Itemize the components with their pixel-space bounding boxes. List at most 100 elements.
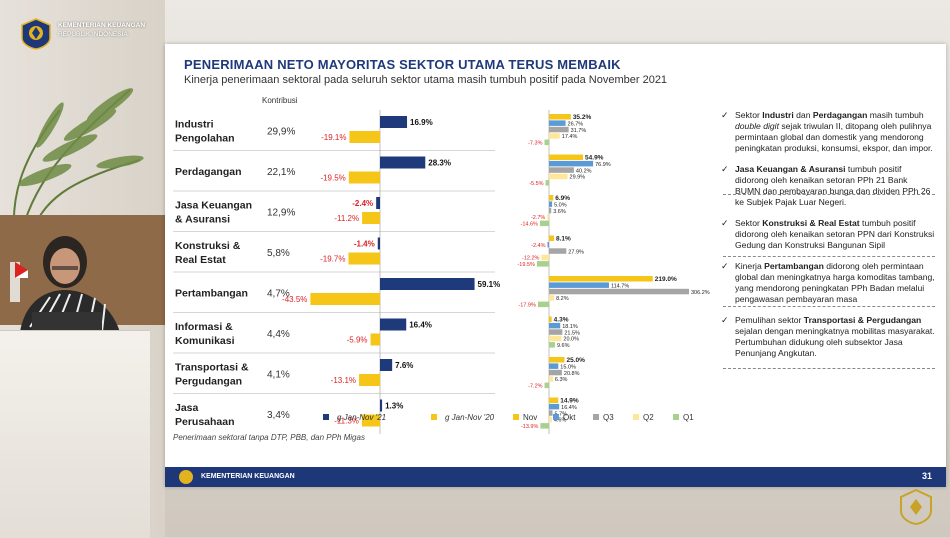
sector-label: Perusahaan — [175, 416, 235, 428]
bar-q2 — [549, 416, 552, 423]
bar-value-label: 8.1% — [556, 236, 571, 243]
bar-jan-nov-20 — [348, 252, 380, 265]
legend-swatch — [323, 414, 329, 420]
bar-value-label: 28.3% — [428, 159, 451, 168]
bar-q2 — [549, 133, 560, 139]
bar-jan-nov-21 — [380, 318, 407, 331]
bar-q2 — [549, 335, 562, 342]
bar-q3 — [549, 126, 569, 133]
bar-value-label: -7.2% — [528, 384, 542, 390]
bar-value-label: -11.3% — [334, 417, 359, 426]
legend-swatch — [633, 414, 639, 420]
bar-value-label: -19.7% — [320, 255, 345, 264]
bar-okt — [549, 363, 559, 369]
bullet-divider — [723, 368, 935, 369]
bar-nov — [549, 316, 552, 322]
bar-value-label: 6.9% — [555, 195, 570, 202]
bar-nov — [549, 195, 554, 201]
bullet-divider — [723, 194, 935, 195]
bar-nov — [549, 357, 565, 363]
bar-q1 — [540, 423, 549, 429]
bar-value-label: 9.6% — [557, 343, 570, 349]
kemenkeu-logo-icon — [21, 18, 51, 50]
bar-q3 — [549, 207, 552, 214]
bar-value-label: -2.4% — [352, 199, 373, 208]
insight-bullet: ✓ Sektor Industri dan Perdagangan masih t… — [721, 110, 933, 153]
bar-value-label: -5.5% — [529, 181, 543, 187]
check-icon: ✓ — [721, 110, 729, 120]
bullet-divider — [723, 256, 935, 257]
legend-swatch — [673, 414, 679, 420]
bar-value-label: 21.5% — [564, 330, 580, 336]
bar-value-label: -14.6% — [521, 222, 539, 228]
bar-value-label: 35.2% — [573, 114, 592, 121]
slide-footer: KEMENTERIAN KEUANGAN 31 — [165, 467, 946, 487]
bar-value-label: 6.3% — [555, 377, 568, 383]
bar-value-label: -12.2% — [522, 256, 540, 262]
insight-bullets: ✓ Sektor Industri dan Perdagangan masih t… — [721, 110, 935, 369]
bar-value-label: 31.7% — [571, 128, 587, 134]
bar-value-label: 18.1% — [562, 324, 578, 330]
legend-label: Q3 — [603, 413, 614, 422]
sector-label: Komunikasi — [175, 335, 235, 347]
bar-q1 — [544, 382, 549, 389]
bar-value-label: 8.2% — [556, 296, 569, 302]
bar-nov — [549, 235, 555, 241]
bar-value-label: 76.9% — [595, 162, 611, 168]
bar-q1 — [545, 180, 549, 186]
bar-q1 — [536, 261, 549, 267]
bullet-divider — [723, 306, 935, 307]
footer-label: KEMENTERIAN KEUANGAN — [201, 473, 295, 480]
bar-jan-nov-20 — [348, 171, 380, 184]
bar-value-label: 15.0% — [560, 364, 576, 370]
bar-okt — [547, 241, 549, 248]
check-icon: ✓ — [721, 261, 729, 271]
legend-swatch — [513, 414, 519, 420]
bar-value-label: -1.4% — [354, 240, 375, 249]
bar-value-label: 5.7% — [555, 411, 568, 417]
bar-value-label: 7.6% — [395, 361, 413, 370]
kemenkeu-emblem-icon — [900, 488, 932, 526]
bar-jan-nov-20 — [361, 414, 380, 427]
bar-q3 — [549, 329, 563, 335]
bar-q2 — [547, 214, 549, 220]
bar-value-label: 16.9% — [410, 118, 433, 127]
bar-okt — [549, 120, 566, 126]
bar-nov — [549, 114, 571, 120]
bar-value-label: 17.4% — [562, 134, 578, 140]
sector-label: Informasi & — [175, 321, 233, 333]
sector-label: Pertambangan — [175, 287, 248, 299]
bar-value-label: 54.9% — [585, 155, 604, 162]
bar-value-label: 26.7% — [568, 121, 584, 127]
bar-q1 — [537, 301, 549, 308]
bar-value-label: 27.9% — [568, 249, 584, 255]
insight-bullet: ✓ Sektor Konstruksi & Real Estat tumbuh p… — [721, 218, 935, 250]
bar-q3 — [549, 410, 553, 416]
contribution-value: 12,9% — [267, 207, 295, 218]
speaker-figure — [10, 236, 120, 332]
presentation-slide: PENERIMAAN NETO MAYORITAS SEKTOR UTAMA T… — [165, 44, 946, 487]
bar-value-label: 16.4% — [561, 405, 577, 411]
legend-label: Okt — [563, 413, 576, 422]
bar-okt — [549, 322, 561, 329]
bar-value-label: -11.2% — [334, 214, 359, 223]
bar-value-label: -13.9% — [521, 424, 539, 430]
bar-jan-nov-21 — [377, 237, 380, 250]
contribution-value: 5,8% — [267, 248, 290, 259]
insight-bullet: ✓ Kinerja Pertambangan didorong oleh perm… — [721, 261, 935, 304]
bar-value-label: -13.1% — [331, 376, 356, 385]
contribution-value: 4,4% — [267, 329, 290, 340]
bar-value-label: 16.4% — [409, 321, 432, 330]
bar-value-label: 1.3% — [385, 402, 403, 411]
organization-country: REPUBLIK INDONESIA — [58, 31, 128, 38]
bar-q2 — [549, 173, 568, 180]
bar-value-label: 25.0% — [567, 357, 586, 364]
insight-bullet: ✓ Pemulihan sektor Transportasi & Perguda… — [721, 315, 935, 358]
bar-nov — [549, 154, 584, 160]
bar-q1 — [539, 220, 549, 227]
bar-value-label: -2.4% — [531, 243, 545, 249]
footer-logo-icon — [179, 470, 193, 484]
check-icon: ✓ — [721, 218, 729, 228]
bar-jan-nov-21 — [376, 197, 380, 209]
sector-label: & Asuransi — [175, 213, 230, 225]
